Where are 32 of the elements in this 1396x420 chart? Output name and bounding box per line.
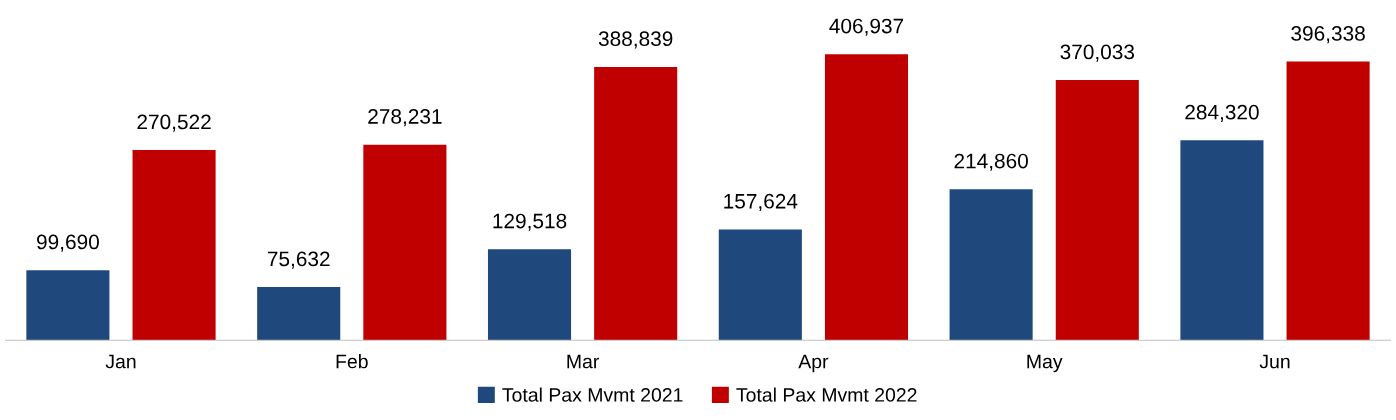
x-tick-label: Feb (336, 354, 368, 369)
data-label: 406,937 (829, 18, 904, 36)
data-label: 129,518 (493, 213, 567, 231)
data-label: 270,522 (137, 114, 211, 132)
bar (949, 189, 1033, 341)
x-tick-label: Jan (105, 354, 136, 369)
x-tick-label: Jun (1259, 354, 1290, 369)
bar (26, 270, 110, 341)
bar (718, 229, 802, 341)
data-label: 75,632 (267, 251, 330, 269)
data-label: 284,320 (1185, 104, 1259, 123)
data-label: 214,860 (954, 153, 1028, 171)
x-tick-label: Mar (567, 354, 600, 369)
x-tick-label: May (1027, 354, 1063, 373)
bar (132, 150, 216, 341)
data-label: 278,231 (368, 109, 442, 127)
bar (1180, 140, 1264, 341)
bar (363, 144, 447, 341)
legend-label: Total Pax Mvmt 2021 (502, 387, 683, 402)
legend-label: Total Pax Mvmt 2022 (736, 387, 917, 402)
data-label: 396,338 (1291, 26, 1365, 44)
bar (1286, 61, 1370, 341)
bar (824, 54, 909, 341)
bar (594, 66, 678, 341)
bar (257, 287, 341, 341)
data-label: 99,690 (37, 234, 99, 252)
data-label: 370,033 (1060, 44, 1135, 62)
data-label: 388,839 (598, 31, 673, 49)
x-tick-label: Apr (798, 354, 829, 373)
data-label: 157,624 (724, 193, 798, 212)
bar (1055, 80, 1139, 341)
bar (487, 249, 572, 341)
